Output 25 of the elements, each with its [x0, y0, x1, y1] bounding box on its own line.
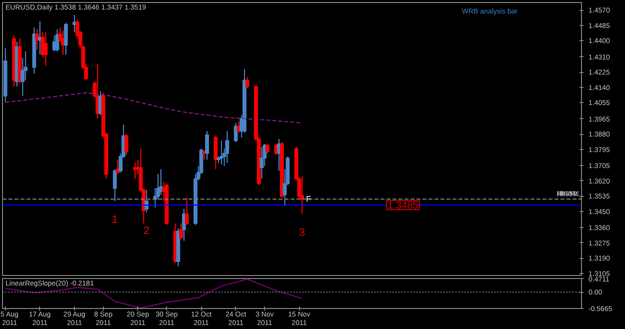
candlestick	[158, 168, 163, 196]
candlestick	[300, 176, 304, 214]
annotation: F	[306, 194, 312, 204]
annotation: 3	[299, 226, 306, 239]
candlestick	[234, 122, 238, 143]
ref-line-label: 1.3485	[388, 200, 419, 212]
candlestick	[124, 134, 128, 156]
candlestick	[38, 20, 42, 56]
annotation: 2	[143, 225, 150, 238]
annotation: 1	[112, 214, 118, 226]
candlestick	[44, 32, 48, 66]
line-series	[4, 278, 303, 308]
candlestick	[179, 222, 184, 240]
candlestick	[35, 28, 40, 50]
candlestick	[184, 197, 189, 226]
candlestick	[266, 143, 270, 154]
candlestick	[144, 189, 148, 213]
candlestick	[205, 130, 209, 160]
candlestick	[214, 135, 218, 170]
candlestick	[225, 130, 230, 164]
candlestick	[112, 168, 117, 202]
line-series	[4, 92, 303, 124]
candlestick	[245, 76, 250, 89]
candlestick	[64, 22, 68, 56]
candlestick	[260, 146, 264, 180]
